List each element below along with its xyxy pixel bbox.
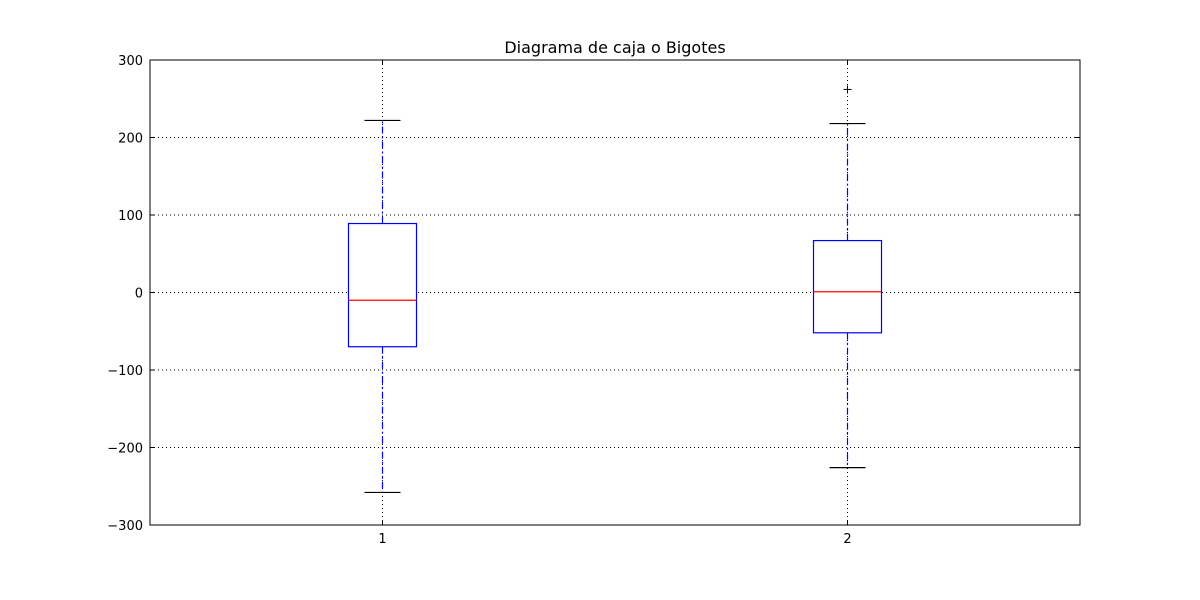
y-tick-label: −300 bbox=[107, 519, 143, 534]
grid-layer bbox=[150, 60, 1080, 525]
iqr-box bbox=[812, 239, 883, 334]
y-tick-label: 100 bbox=[118, 209, 143, 224]
y-tick-label: 200 bbox=[118, 132, 143, 147]
x-tick-label: 1 bbox=[378, 532, 386, 547]
y-tick-label: 300 bbox=[118, 54, 143, 69]
y-tick-label: 0 bbox=[135, 287, 143, 302]
box-group-1 bbox=[347, 119, 418, 494]
iqr-box bbox=[347, 222, 418, 348]
outlier-marker bbox=[843, 85, 852, 94]
ticks-layer: 300 200 100 0 −100 −200 −300 1 2 bbox=[107, 54, 1080, 547]
y-tick-label: −100 bbox=[107, 364, 143, 379]
chart-title: Diagrama de caja o Bigotes bbox=[504, 38, 725, 57]
boxes-layer bbox=[347, 85, 883, 494]
box-group-2 bbox=[812, 85, 883, 469]
x-tick-label: 2 bbox=[843, 532, 851, 547]
y-tick-label: −200 bbox=[107, 442, 143, 457]
